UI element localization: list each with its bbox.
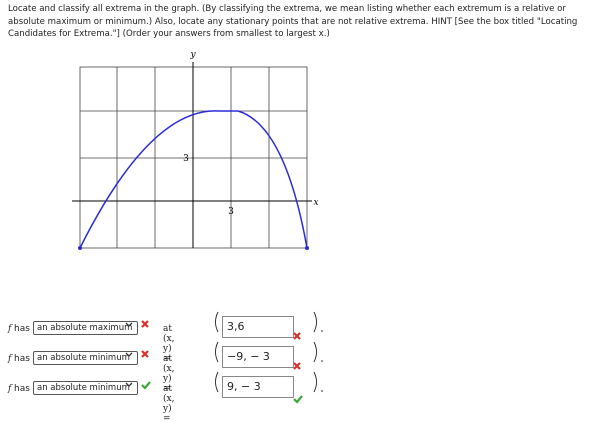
prefix: has — [14, 384, 30, 394]
graph: y x 3 3 — [72, 50, 319, 250]
curve — [79, 110, 308, 249]
prefix: has — [14, 354, 30, 364]
answer-input[interactable]: −9, − 3 — [222, 346, 294, 368]
dots — [321, 330, 323, 392]
parentheses — [215, 311, 317, 393]
point-label: at (x, y) = — [163, 354, 175, 394]
classification-select[interactable]: an absolute maximum — [33, 321, 138, 335]
x-tick-label: 3 — [228, 207, 234, 217]
function-name: f — [8, 324, 12, 334]
classification-select[interactable]: an absolute minimum — [33, 381, 138, 395]
function-name: f — [8, 384, 12, 394]
answer-input[interactable]: 3,6 — [222, 316, 294, 338]
instructions: Locate and classify all extrema in the g… — [8, 4, 578, 39]
x-label: x — [313, 198, 318, 208]
endpoint — [305, 246, 309, 250]
endpoint — [78, 246, 82, 250]
answer-input[interactable]: 9, − 3 — [222, 376, 294, 398]
page: {"instructions": "Locate and classify al… — [8, 4, 578, 424]
y-label: y — [189, 50, 196, 60]
y-tick-label: 3 — [183, 154, 189, 164]
correct-marks — [141, 381, 303, 404]
function-name: f — [8, 354, 12, 364]
prefix: has — [14, 324, 30, 334]
icons — [125, 311, 323, 404]
classification-select[interactable]: an absolute minimum — [33, 351, 138, 365]
wrong-marks — [141, 320, 301, 370]
dropdown-arrows — [125, 322, 133, 387]
point-label: at (x, y) = — [163, 324, 175, 364]
